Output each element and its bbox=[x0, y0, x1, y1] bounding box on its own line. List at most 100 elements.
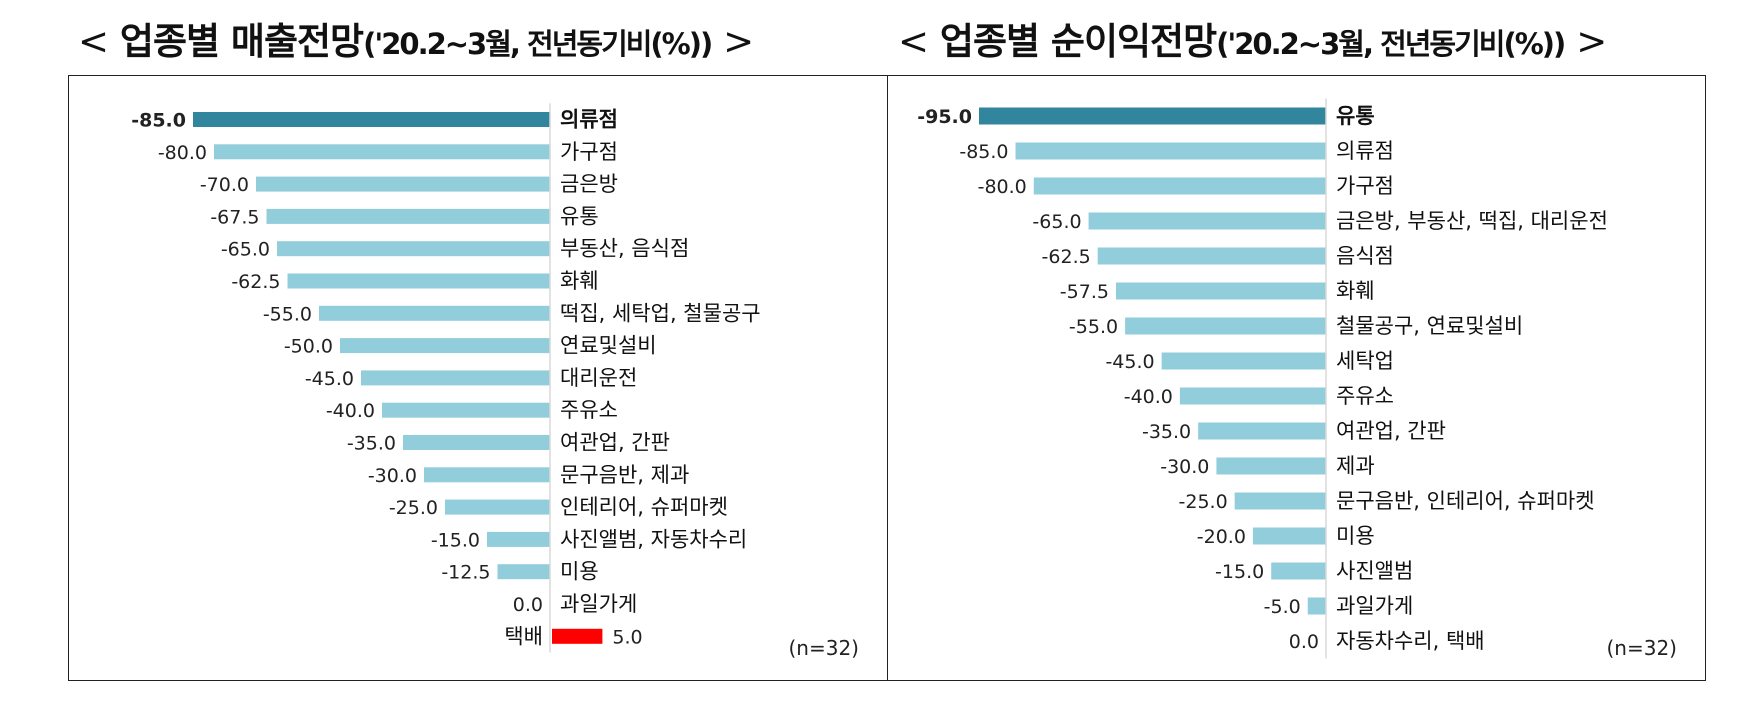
bar bbox=[1088, 212, 1326, 230]
category-label: 가구점 bbox=[560, 140, 618, 164]
bar bbox=[1015, 142, 1326, 160]
category-label: 인테리어, 슈퍼마켓 bbox=[560, 495, 728, 519]
category-label: 화훼 bbox=[560, 269, 599, 293]
bar bbox=[1097, 247, 1326, 265]
category-label: 의류점 bbox=[1336, 139, 1394, 163]
value-label: -55.0 bbox=[263, 303, 312, 325]
value-label: -65.0 bbox=[221, 239, 270, 261]
bar bbox=[445, 499, 550, 515]
category-label: 과일가게 bbox=[1336, 594, 1413, 618]
category-label: 사진앨범 bbox=[1336, 559, 1413, 583]
value-label: -85.0 bbox=[131, 110, 186, 132]
value-label: -45.0 bbox=[1105, 351, 1154, 373]
value-label: -5.0 bbox=[1264, 596, 1301, 618]
category-label: 사진앨범, 자동차수리 bbox=[560, 527, 747, 551]
bar bbox=[552, 628, 603, 644]
bar bbox=[1216, 457, 1326, 475]
category-label: 음식점 bbox=[1336, 244, 1394, 268]
value-label: -45.0 bbox=[305, 368, 354, 390]
category-label: 세탁업 bbox=[1336, 349, 1394, 373]
sales-outlook-bars: -85.0 의류점 -80.0 가구점 -70.0 금은방 -67.5 유통 -65.0 부동산,… bbox=[131, 103, 761, 653]
bar bbox=[277, 241, 550, 257]
bar bbox=[266, 208, 550, 224]
value-label: -25.0 bbox=[1179, 491, 1228, 513]
value-label: -25.0 bbox=[389, 497, 438, 519]
category-label: 철물공구, 연료및설비 bbox=[1336, 314, 1523, 338]
bar bbox=[340, 338, 550, 354]
title-close-bracket: > bbox=[1576, 20, 1607, 63]
bar bbox=[979, 107, 1326, 125]
category-label: 금은방, 부동산, 떡집, 대리운전 bbox=[1336, 209, 1608, 233]
bar bbox=[487, 531, 550, 547]
value-label: -65.0 bbox=[1032, 211, 1081, 233]
right-chart-title: < 업종별 순이익전망('20.2~3월, 전년동기비(%)) > bbox=[898, 12, 1607, 74]
value-label: -35.0 bbox=[347, 433, 396, 455]
value-label: 0.0 bbox=[513, 594, 543, 616]
category-label: 화훼 bbox=[1336, 279, 1375, 303]
title-main-text: 업종별 매출전망 bbox=[119, 20, 364, 63]
value-label: -55.0 bbox=[1069, 316, 1118, 338]
value-label: -20.0 bbox=[1197, 526, 1246, 548]
bar bbox=[1234, 492, 1326, 510]
left-chart-title: < 업종별 매출전망('20.2~3월, 전년동기비(%)) > bbox=[78, 12, 754, 74]
title-close-bracket: > bbox=[723, 20, 754, 63]
title-main-text: 업종별 순이익전망 bbox=[939, 20, 1217, 63]
title-period-text: ('20.2~3월, 전년동기비(%)) bbox=[1216, 27, 1566, 61]
bar bbox=[256, 176, 550, 192]
category-label: 제과 bbox=[1336, 454, 1375, 478]
bar bbox=[1252, 527, 1326, 545]
category-label: 유통 bbox=[560, 204, 599, 228]
value-label: -95.0 bbox=[917, 106, 972, 128]
value-label: -15.0 bbox=[431, 529, 480, 551]
category-label: 여관업, 간판 bbox=[560, 431, 670, 455]
value-label: -12.5 bbox=[441, 562, 490, 584]
bar bbox=[403, 435, 550, 450]
category-label: 과일가게 bbox=[560, 592, 637, 616]
title-period-text: ('20.2~3월, 전년동기비(%)) bbox=[363, 27, 713, 61]
value-label: -85.0 bbox=[959, 141, 1008, 163]
value-label: -50.0 bbox=[284, 336, 333, 358]
category-label: 금은방 bbox=[560, 172, 618, 196]
value-label: -67.5 bbox=[210, 206, 259, 228]
bar bbox=[382, 402, 550, 418]
value-label: -40.0 bbox=[1124, 386, 1173, 408]
bar bbox=[287, 273, 550, 289]
category-label: 주유소 bbox=[1336, 384, 1394, 408]
category-label: 유통 bbox=[1336, 104, 1375, 128]
category-label: 여관업, 간판 bbox=[1336, 419, 1446, 443]
category-label: 택배 bbox=[504, 624, 543, 648]
bar bbox=[1271, 562, 1326, 580]
sales-outlook-chart: -85.0 의류점 -80.0 가구점 -70.0 금은방 -67.5 유통 -65.0 부동산,… bbox=[68, 75, 888, 681]
value-label: 5.0 bbox=[612, 626, 642, 648]
value-label: -70.0 bbox=[200, 174, 249, 196]
category-label: 문구음반, 제과 bbox=[560, 463, 689, 487]
profit-outlook-chart: -95.0 유통 -85.0 의류점 -80.0 가구점 -65.0 금은방, 부동산, 떡집… bbox=[887, 75, 1706, 681]
bar bbox=[1307, 597, 1326, 615]
value-label: -30.0 bbox=[1160, 456, 1209, 478]
value-label: -57.5 bbox=[1060, 281, 1109, 303]
value-label: -40.0 bbox=[326, 400, 375, 422]
title-open-bracket: < bbox=[78, 20, 109, 63]
sample-size-note: (n=32) bbox=[788, 636, 860, 660]
bar bbox=[1125, 317, 1326, 335]
bar bbox=[1179, 387, 1326, 405]
category-label: 문구음반, 인테리어, 슈퍼마켓 bbox=[1336, 489, 1595, 513]
value-label: -30.0 bbox=[368, 465, 417, 487]
bar bbox=[214, 144, 550, 160]
value-label: -80.0 bbox=[158, 142, 207, 164]
value-label: 0.0 bbox=[1289, 631, 1319, 653]
bar bbox=[497, 564, 550, 580]
value-label: -80.0 bbox=[978, 176, 1027, 198]
category-label: 미용 bbox=[1336, 524, 1375, 548]
profit-outlook-bars: -95.0 유통 -85.0 의류점 -80.0 가구점 -65.0 금은방, 부동산, 떡집… bbox=[917, 98, 1608, 659]
sample-size-note: (n=32) bbox=[1606, 636, 1678, 660]
category-label: 미용 bbox=[560, 560, 599, 584]
title-open-bracket: < bbox=[898, 20, 929, 63]
bar bbox=[1033, 177, 1326, 195]
value-label: -62.5 bbox=[231, 271, 280, 293]
value-label: -62.5 bbox=[1042, 246, 1091, 268]
bar bbox=[319, 305, 550, 321]
category-label: 의류점 bbox=[560, 108, 618, 132]
category-label: 대리운전 bbox=[560, 366, 637, 390]
category-label: 가구점 bbox=[1336, 174, 1394, 198]
